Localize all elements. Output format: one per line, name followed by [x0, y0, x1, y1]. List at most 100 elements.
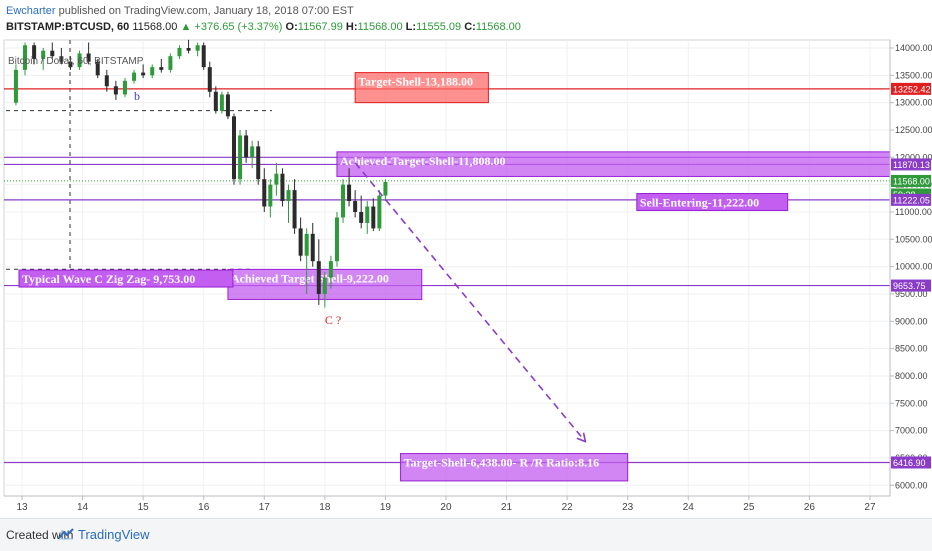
candles [13, 39, 388, 308]
time-tick-label: 17 [259, 502, 271, 513]
time-tick-label: 14 [77, 502, 89, 513]
candle-body [280, 173, 285, 202]
candle-body [59, 56, 64, 62]
time-tick-label: 15 [138, 502, 150, 513]
price-tick-label: 14000.00 [895, 43, 932, 53]
price-change: +376.65 (+3.37%) [194, 21, 283, 33]
price-badge [891, 82, 931, 95]
annotation-label-box [636, 193, 789, 212]
candle-body [122, 80, 127, 95]
candle-body [186, 48, 191, 51]
price-badges: 13252.4211870.1311568.0059:3811222.05965… [891, 82, 931, 469]
price-tick-label: 8000.00 [895, 371, 928, 381]
candle-body [262, 179, 267, 207]
time-tick-label: 13 [16, 502, 28, 513]
price-badge [891, 279, 931, 292]
candle-body [177, 48, 182, 57]
footer: Created with TradingView [0, 518, 932, 551]
candle-body [250, 146, 255, 158]
price-tick-label: 8500.00 [895, 344, 928, 354]
price-tick-label: 11000.00 [895, 207, 932, 217]
time-tick-label: 19 [380, 502, 392, 513]
candle-body [86, 53, 91, 62]
candle-body [316, 261, 321, 294]
candle-body [238, 135, 243, 180]
price-badge [891, 158, 931, 171]
price-tick-label: 7000.00 [895, 426, 928, 436]
series-legend: Bitcoin / Dollar, 60, BITSTAMP [8, 56, 144, 67]
candle-body [132, 72, 137, 81]
target-zone-label: Achieved Target Shell-9,222.00 [231, 271, 389, 285]
candle-body [168, 56, 173, 70]
time-tick-label: 26 [804, 502, 816, 513]
price-axis[interactable]: 14000.00 13500.00 13000.00 12500.00 12000.00… [889, 40, 932, 496]
price-badge [891, 193, 931, 206]
candle-body [371, 206, 376, 229]
candle-body [322, 277, 327, 294]
price-axis-bg [890, 40, 932, 496]
price-badge-label: 11568.00 [893, 176, 930, 186]
high-value: 11568.00 [357, 21, 403, 33]
annotation-labels: Sell-Entering-11,222.00 Typical Wave C Zi… [18, 89, 789, 327]
annotation-label: Sell-Entering-11,222.00 [640, 196, 759, 210]
up-arrow-icon: ▲ [180, 21, 192, 33]
time-tick-label: 27 [864, 502, 876, 513]
candle-body [268, 184, 273, 207]
price-chart[interactable]: Target-Shell-13,188.00 Achieved-Target-Sh… [0, 0, 932, 518]
publisher-username[interactable]: Ewcharter [6, 5, 56, 17]
candle-body [32, 45, 37, 59]
price-badge-label: 11222.05 [893, 195, 930, 205]
candle-body [113, 86, 118, 95]
candle-body [159, 67, 164, 70]
candle-body [286, 190, 291, 202]
annotation-label: Typical Wave C Zig Zag- 9,753.00 [22, 272, 195, 286]
price-tick-label: 9000.00 [895, 316, 928, 326]
candle-body [298, 228, 303, 256]
candle-body [195, 45, 200, 51]
candle-body [201, 45, 206, 68]
candle-body [304, 233, 309, 256]
candle-body [334, 217, 339, 262]
price-tick-label: 7500.00 [895, 398, 928, 408]
tradingview-brand[interactable]: TradingView [78, 527, 150, 542]
price-badge [891, 456, 931, 469]
price-tick-label: 9500.00 [895, 289, 928, 299]
price-tick-label: 12000.00 [895, 152, 932, 162]
candle-body [207, 67, 212, 92]
time-tick-label: 25 [743, 502, 755, 513]
price-badge-label: 9653.75 [893, 281, 926, 291]
candle-body [341, 184, 346, 218]
annotation-label-box [18, 269, 234, 288]
price-badge-label: 11870.13 [893, 160, 930, 170]
candle-body [365, 206, 370, 223]
price-badge-label: 13252.42 [893, 84, 931, 94]
time-tick-label: 18 [319, 502, 331, 513]
time-tick-label: 24 [683, 502, 695, 513]
target-zone-label: Target-Shell-13,188.00 [358, 75, 473, 89]
price-tick-label: 13000.00 [895, 98, 932, 108]
publisher-line: Ewcharter published on TradingView.com, … [6, 5, 354, 17]
candle-body [377, 195, 382, 229]
target-zone-label: Target-Shell-6,438.00- R /R Ratio:8.16 [404, 456, 600, 470]
price-tick-label: 12500.00 [895, 125, 932, 135]
time-tick-label: 23 [622, 502, 634, 513]
price-badge [891, 174, 931, 187]
candle-body [347, 184, 352, 202]
low-label: L: [405, 21, 417, 33]
target-zone-box [336, 151, 891, 177]
close-label: C: [464, 21, 476, 33]
price-tick-label: 10500.00 [895, 234, 932, 244]
tradingview-logo-icon [58, 528, 74, 540]
chart-header: Ewcharter published on TradingView.com, … [0, 0, 932, 38]
publisher-text: published on TradingView.com, January 18… [55, 5, 354, 17]
low-value: 11555.09 [416, 21, 462, 33]
created-with-text: Created with [6, 528, 74, 542]
time-tick-label: 21 [501, 502, 513, 513]
time-tick-label: 22 [562, 502, 574, 513]
candle-body [292, 190, 297, 229]
candle-body [68, 61, 73, 68]
candle-body [274, 173, 279, 185]
close-value: 11568.00 [475, 21, 521, 33]
time-axis[interactable]: 13 14 15 16 17 18 19 20 21 22 23 24 25 26 27 [4, 495, 890, 513]
candle-body [41, 50, 46, 59]
